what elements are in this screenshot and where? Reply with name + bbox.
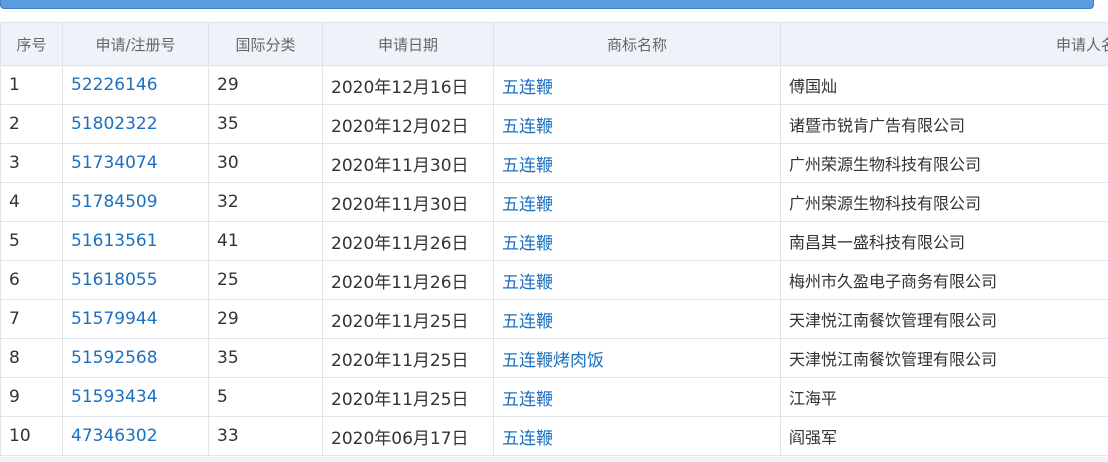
trademark-name[interactable]: 五连鞭 — [493, 260, 781, 300]
column-header: 申请日期 — [322, 22, 494, 66]
column-header: 申请/注册号 — [62, 22, 209, 66]
applicant: 诸暨市锐肯广告有限公司 — [780, 104, 1108, 144]
applicant: 广州荣源生物科技有限公司 — [780, 182, 1108, 222]
class: 30 — [208, 143, 323, 183]
application-date: 2020年11月30日 — [322, 143, 494, 183]
applicant: 梅州市久盈电子商务有限公司 — [780, 260, 1108, 300]
applicant: 南昌其一盛科技有限公司 — [780, 221, 1108, 261]
row-number: 1 — [0, 65, 63, 105]
class: 29 — [208, 299, 323, 339]
trademark-name[interactable]: 五连鞭 — [493, 182, 781, 222]
application-date: 2020年12月16日 — [322, 65, 494, 105]
applicant: 天津悦江南餐饮管理有限公司 — [780, 338, 1108, 378]
table-row: 8 51592568 35 2020年11月25日 五连鞭烤肉饭 天津悦江南餐饮管理有限公… — [0, 338, 1108, 378]
column-header: 序号 — [0, 22, 63, 66]
table-row: 4 51784509 32 2020年11月30日 五连鞭 广州荣源生物科技有限公司 — [0, 182, 1108, 222]
row-number: 6 — [0, 260, 63, 300]
trademark-name[interactable]: 五连鞭 — [493, 377, 781, 417]
registration-number[interactable]: 51784509 — [62, 182, 209, 222]
class: 25 — [208, 260, 323, 300]
application-date: 2020年11月25日 — [322, 377, 494, 417]
application-date: 2020年11月25日 — [322, 338, 494, 378]
application-date: 2020年11月30日 — [322, 182, 494, 222]
table-row: 6 51618055 25 2020年11月26日 五连鞭 梅州市久盈电子商务有限公司 — [0, 260, 1108, 300]
row-number: 3 — [0, 143, 63, 183]
table-footer — [0, 457, 1108, 462]
trademark-name[interactable]: 五连鞭 — [493, 416, 781, 456]
class: 35 — [208, 338, 323, 378]
search-button[interactable] — [0, 0, 1094, 9]
application-date: 2020年12月02日 — [322, 104, 494, 144]
class: 41 — [208, 221, 323, 261]
row-number: 9 — [0, 377, 63, 417]
table-row: 3 51734074 30 2020年11月30日 五连鞭 广州荣源生物科技有限公司 — [0, 143, 1108, 183]
row-number: 10 — [0, 416, 63, 456]
row-number: 8 — [0, 338, 63, 378]
class: 29 — [208, 65, 323, 105]
applicant: 江海平 — [780, 377, 1108, 417]
application-date: 2020年06月17日 — [322, 416, 494, 456]
applicant: 天津悦江南餐饮管理有限公司 — [780, 299, 1108, 339]
table-row: 10 47346302 33 2020年06月17日 五连鞭 阎强军 — [0, 416, 1108, 456]
class: 35 — [208, 104, 323, 144]
application-date: 2020年11月26日 — [322, 221, 494, 261]
trademark-name[interactable]: 五连鞭 — [493, 104, 781, 144]
class: 32 — [208, 182, 323, 222]
row-number: 4 — [0, 182, 63, 222]
applicant: 广州荣源生物科技有限公司 — [780, 143, 1108, 183]
application-date: 2020年11月25日 — [322, 299, 494, 339]
table-row: 7 51579944 29 2020年11月25日 五连鞭 天津悦江南餐饮管理有限公司 — [0, 299, 1108, 339]
application-date: 2020年11月26日 — [322, 260, 494, 300]
registration-number[interactable]: 51593434 — [62, 377, 209, 417]
trademark-name[interactable]: 五连鞭 — [493, 299, 781, 339]
registration-number[interactable]: 52226146 — [62, 65, 209, 105]
class: 5 — [208, 377, 323, 417]
registration-number[interactable]: 51579944 — [62, 299, 209, 339]
trademark-name[interactable]: 五连鞭烤肉饭 — [493, 338, 781, 378]
table-row: 5 51613561 41 2020年11月26日 五连鞭 南昌其一盛科技有限公司 — [0, 221, 1108, 261]
table-row: 9 51593434 5 2020年11月25日 五连鞭 江海平 — [0, 377, 1108, 417]
trademark-name[interactable]: 五连鞭 — [493, 65, 781, 105]
row-number: 7 — [0, 299, 63, 339]
trademark-name[interactable]: 五连鞭 — [493, 221, 781, 261]
registration-number[interactable]: 51802322 — [62, 104, 209, 144]
applicant: 阎强军 — [780, 416, 1108, 456]
table-row: 1 52226146 29 2020年12月16日 五连鞭 傅国灿 — [0, 65, 1108, 105]
column-header: 商标名称 — [493, 22, 781, 66]
row-number: 2 — [0, 104, 63, 144]
registration-number[interactable]: 51613561 — [62, 221, 209, 261]
trademark-name[interactable]: 五连鞭 — [493, 143, 781, 183]
registration-number[interactable]: 51618055 — [62, 260, 209, 300]
class: 33 — [208, 416, 323, 456]
row-number: 5 — [0, 221, 63, 261]
table-row: 2 51802322 35 2020年12月02日 五连鞭 诸暨市锐肯广告有限公司 — [0, 104, 1108, 144]
column-header: 申请人名 — [780, 22, 1108, 66]
registration-number[interactable]: 51734074 — [62, 143, 209, 183]
registration-number[interactable]: 47346302 — [62, 416, 209, 456]
column-header: 国际分类 — [208, 22, 323, 66]
applicant: 傅国灿 — [780, 65, 1108, 105]
registration-number[interactable]: 51592568 — [62, 338, 209, 378]
